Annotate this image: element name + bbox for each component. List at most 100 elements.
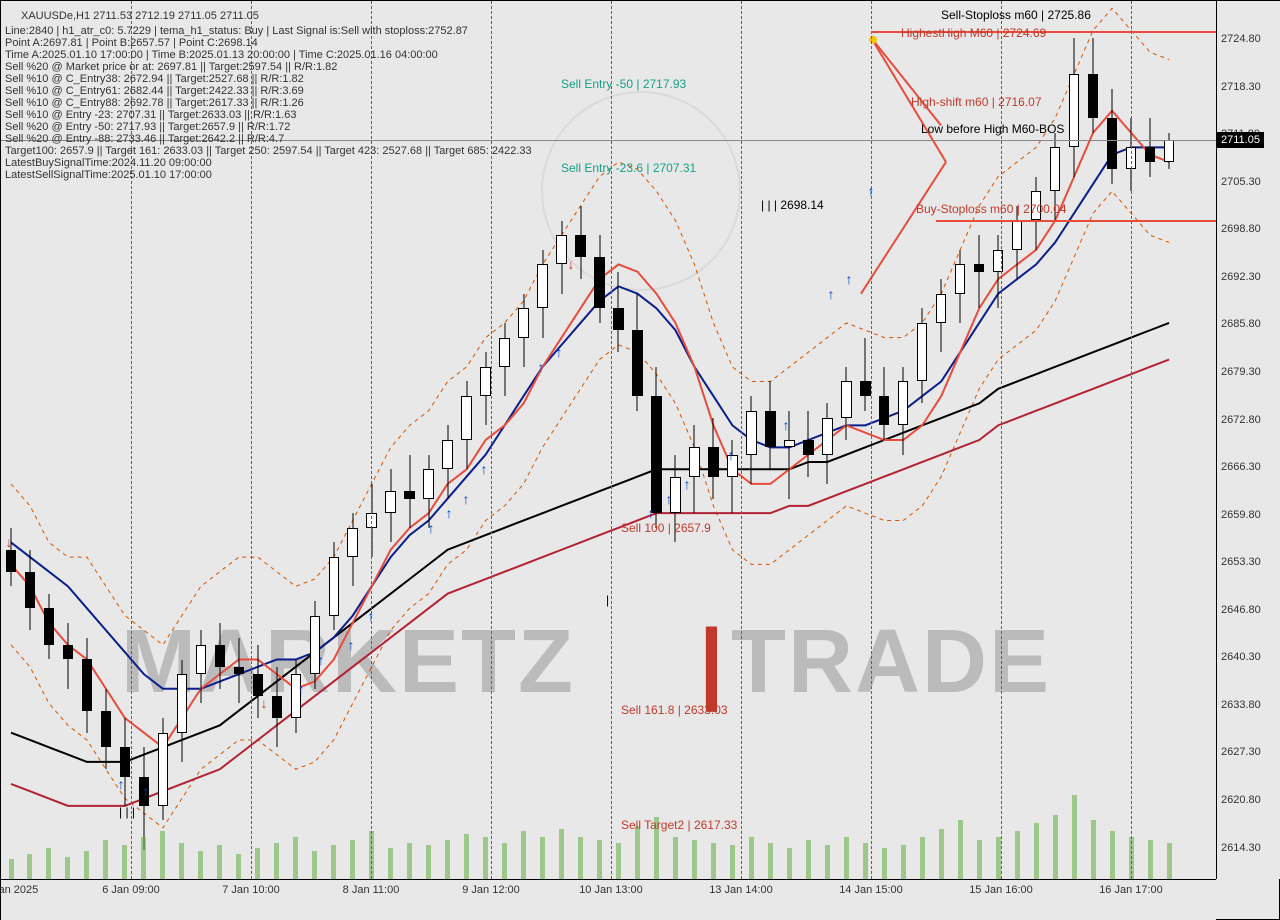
x-axis: 3 Jan 20256 Jan 09:007 Jan 10:008 Jan 11…	[1, 879, 1216, 920]
buy-arrow-icon: ↑	[143, 783, 150, 799]
volume-bar	[787, 848, 792, 879]
y-tick: 2705.30	[1221, 176, 1261, 188]
candle	[272, 667, 282, 747]
buy-arrow-icon: ↑	[428, 520, 435, 536]
volume-bar	[692, 840, 697, 879]
candle	[822, 403, 832, 483]
candle	[955, 250, 965, 323]
volume-bar	[901, 845, 906, 879]
candle	[575, 206, 585, 279]
info-line: Sell %10 @ C_Entry88: 2692.78 || Target:…	[5, 97, 304, 109]
volume-bar	[730, 845, 735, 879]
session-vline	[491, 1, 492, 879]
chart-label: |	[606, 593, 609, 607]
buy-arrow-icon: ↑	[298, 681, 305, 697]
candle	[1145, 118, 1155, 177]
y-tick: 2672.80	[1221, 414, 1261, 426]
current-price-marker: 2711.05	[1217, 132, 1264, 148]
candle	[177, 660, 187, 762]
sell-arrow-icon: ↓	[568, 256, 575, 272]
volume-bar	[1072, 795, 1077, 879]
candle	[841, 367, 851, 440]
x-tick: 9 Jan 12:00	[462, 884, 520, 896]
y-tick: 2627.30	[1221, 746, 1261, 758]
y-tick: 2659.80	[1221, 509, 1261, 521]
level-hline	[936, 220, 1216, 222]
volume-bar	[1091, 820, 1096, 879]
info-line: Target100: 2657.9 || Target 161: 2633.03…	[5, 145, 532, 157]
candle	[1088, 38, 1098, 133]
candle	[101, 689, 111, 769]
y-axis: 2724.802718.302711.802705.302698.802692.…	[1216, 1, 1280, 879]
volume-bar	[616, 843, 621, 879]
buy-arrow-icon: ↑	[783, 417, 790, 433]
sell-arrow-icon: ↓	[261, 695, 268, 711]
chart-label: Sell-Stoploss m60 | 2725.86	[941, 8, 1091, 22]
volume-bar	[350, 840, 355, 879]
volume-bar	[920, 837, 925, 879]
candle	[651, 367, 661, 528]
candle	[82, 638, 92, 733]
info-line: LatestBuySignalTime:2024.11.20 09:00:00	[5, 157, 212, 169]
x-tick: 13 Jan 14:00	[709, 884, 773, 896]
buy-arrow-icon: ↑	[481, 461, 488, 477]
buy-arrow-icon: ↑	[684, 476, 691, 492]
chart-label: | | | 2698.14	[761, 198, 824, 212]
x-tick: 6 Jan 09:00	[102, 884, 160, 896]
candle	[689, 425, 699, 513]
y-tick: 2685.80	[1221, 318, 1261, 330]
candle	[879, 367, 889, 440]
info-line: Sell %20 @ Entry -88: 2733.46 || Target:…	[5, 133, 284, 145]
volume-bar	[768, 843, 773, 879]
volume-bar	[312, 851, 317, 879]
candle	[499, 323, 509, 396]
chart-label: Sell 161.8 | 2633.03	[621, 703, 728, 717]
volume-bar	[255, 848, 260, 879]
chart-label: Low before High M60-BOS	[921, 122, 1064, 136]
chart-label: Sell Entry -23.6 | 2707.31	[561, 161, 696, 175]
candle	[898, 367, 908, 455]
session-vline	[741, 1, 742, 879]
y-tick: 2698.80	[1221, 223, 1261, 235]
volume-bar	[179, 843, 184, 879]
buy-arrow-icon: ↑	[666, 491, 673, 507]
x-tick: 10 Jan 13:00	[579, 884, 643, 896]
volume-bar	[977, 840, 982, 879]
volume-bar	[160, 831, 165, 879]
x-tick: 7 Jan 10:00	[222, 884, 280, 896]
candle	[860, 338, 870, 411]
volume-bar	[9, 859, 14, 879]
volume-bar	[445, 840, 450, 879]
volume-bar	[217, 845, 222, 879]
candle	[518, 294, 528, 367]
buy-arrow-icon: ↑	[446, 505, 453, 521]
volume-bar	[1148, 840, 1153, 879]
buy-arrow-icon: ↑	[828, 286, 835, 302]
chart-label: High-shift m60 | 2716.07	[911, 95, 1042, 109]
candle	[442, 425, 452, 498]
volume-bar	[559, 829, 564, 879]
volume-bar	[274, 843, 279, 879]
candle	[347, 513, 357, 586]
candle	[1069, 38, 1079, 177]
volume-bar	[806, 840, 811, 879]
candle	[480, 352, 490, 425]
candle	[310, 601, 320, 689]
volume-bar	[198, 851, 203, 879]
session-vline	[611, 1, 612, 879]
plot-area[interactable]: MARKETZ | TRADE ↓↑↑↓↑↑↑↑↑↑↑↑↑↑↓↑↑↑↑↑↑↑↑ …	[1, 1, 1216, 879]
volume-bar	[711, 843, 716, 879]
candle	[423, 455, 433, 528]
candle	[936, 279, 946, 352]
candle	[461, 381, 471, 469]
chart-label: Sell 100 | 2657.9	[621, 521, 711, 535]
volume-bar	[521, 831, 526, 879]
info-line: Sell %20 @ Entry -50: 2717.93 || Target:…	[5, 121, 290, 133]
chart-container: MARKETZ | TRADE ↓↑↑↓↑↑↑↑↑↑↑↑↑↑↓↑↑↑↑↑↑↑↑ …	[0, 0, 1280, 920]
info-line: Point A:2697.81 | Point B:2657.57 | Poin…	[5, 37, 258, 49]
volume-bar	[236, 854, 241, 879]
info-line: Time A:2025.01.10 17:00:00 | Time B:2025…	[5, 49, 438, 61]
volume-bar	[464, 834, 469, 879]
volume-bar	[141, 837, 146, 879]
candle	[404, 455, 414, 528]
